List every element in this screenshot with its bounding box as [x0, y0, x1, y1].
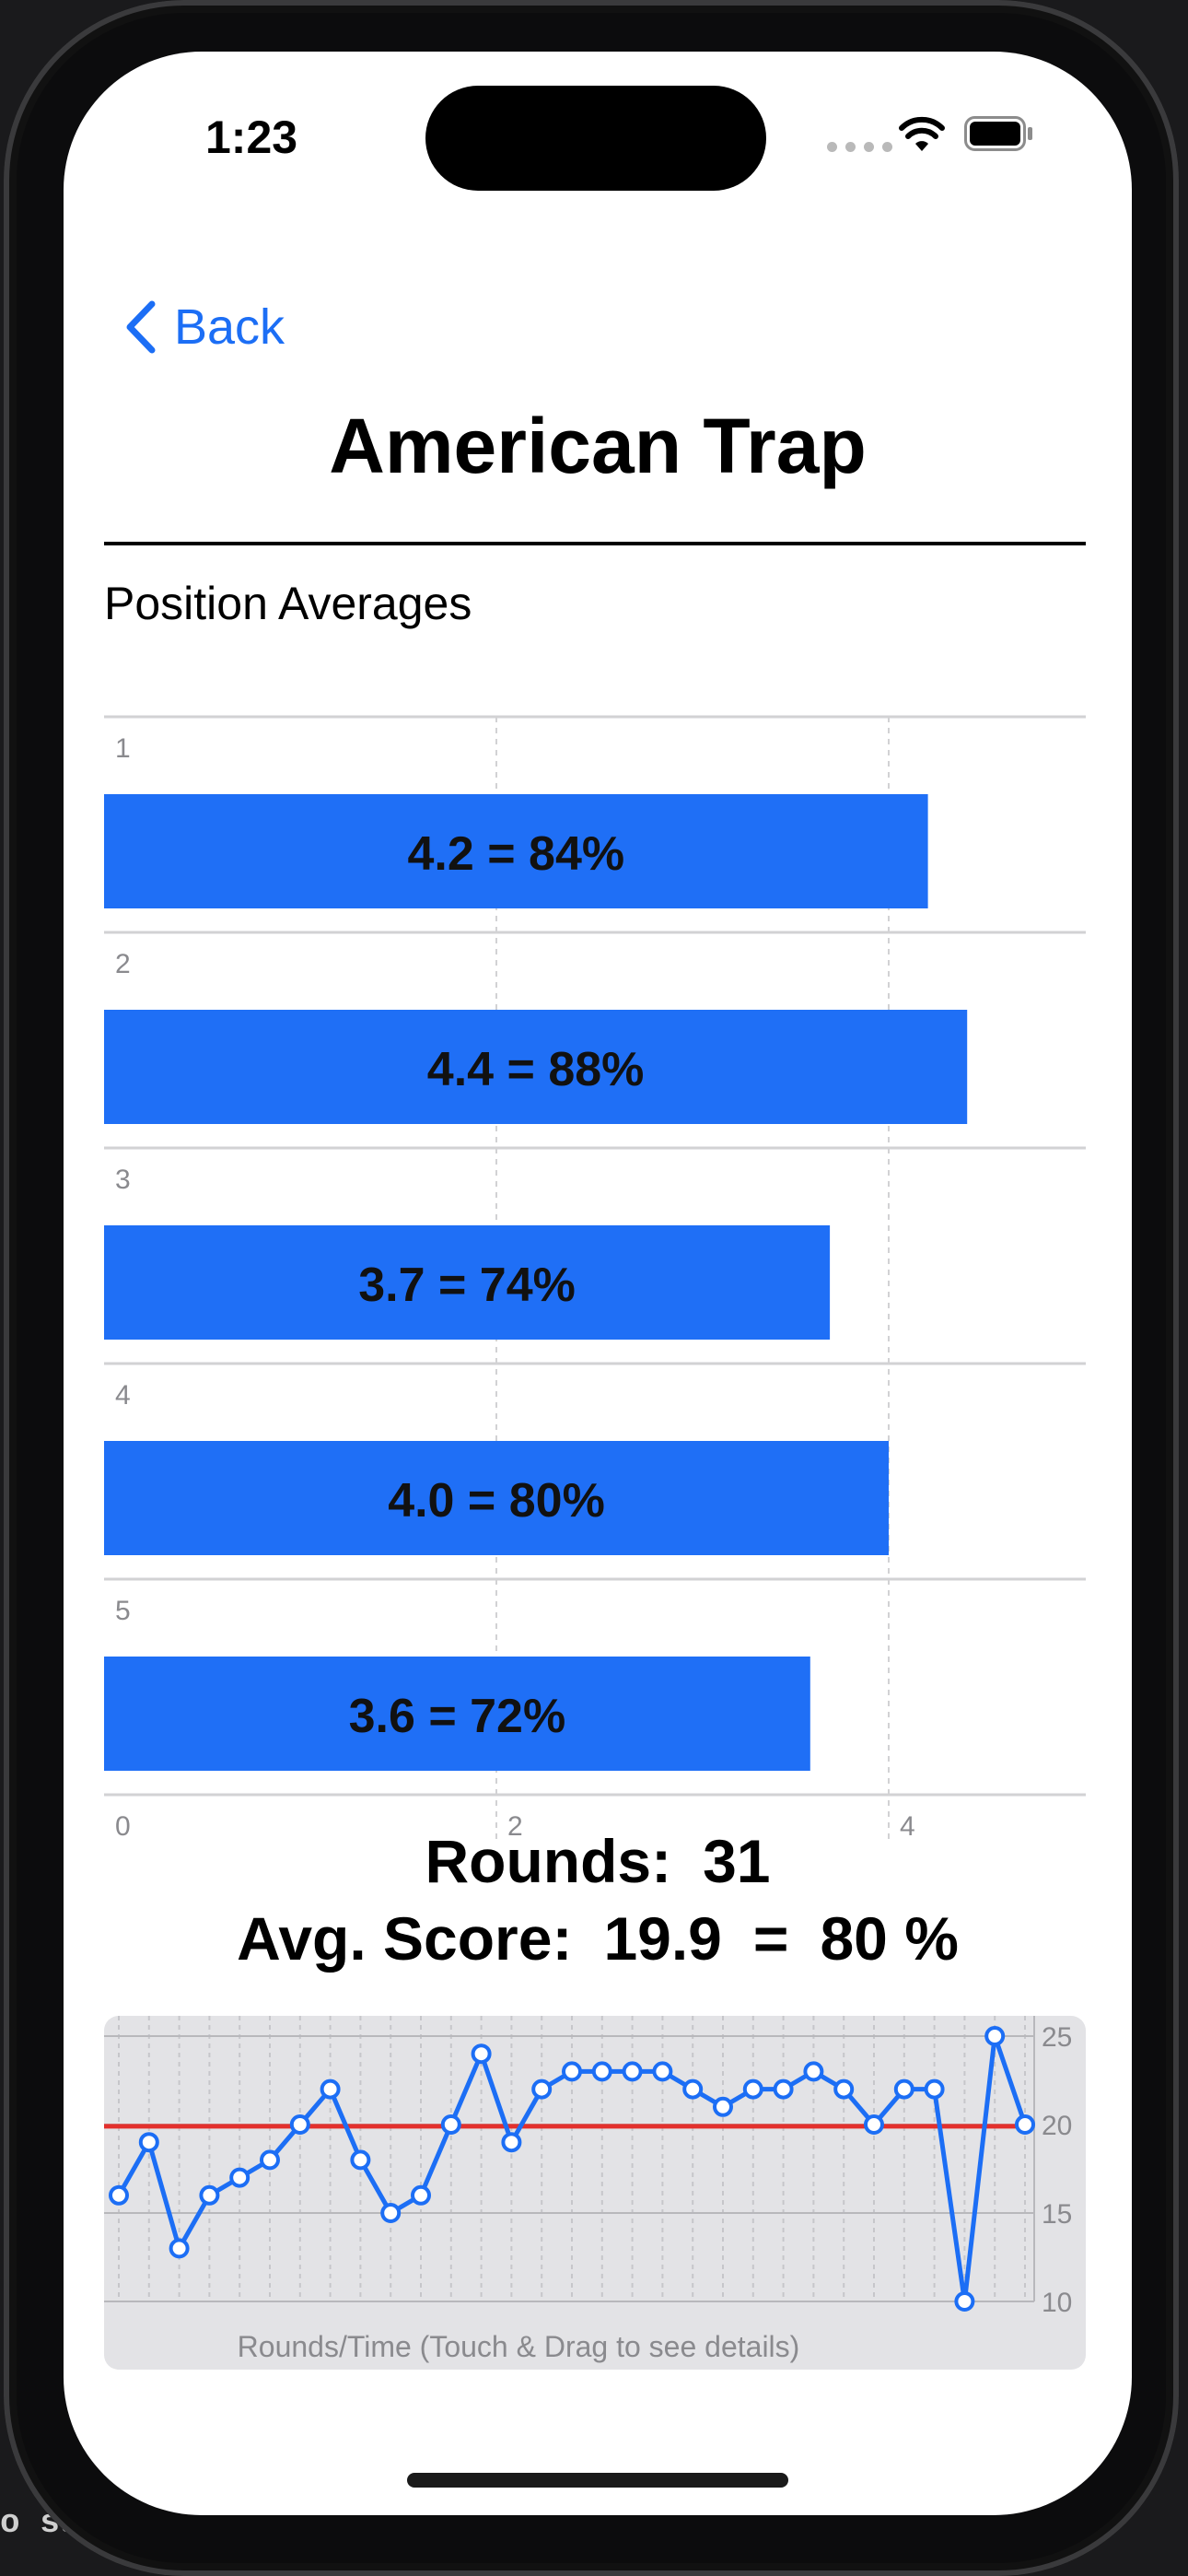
trend-point [229, 2167, 250, 2188]
trend-point [652, 2061, 673, 2082]
trend-point [260, 2149, 280, 2171]
bar-chart-svg: 1 4.2 = 84% 2 4.4 = 88% 3 3.7 = 74% 4 4.0 = 80%… [104, 715, 1086, 1842]
bar-value-label: 3.6 = 72% [349, 1690, 566, 1743]
trend-point [954, 2291, 975, 2312]
trend-point [380, 2203, 402, 2223]
score-trend-chart[interactable]: 25 20 15 10 Rounds/Time (Touch & Drag to se… [104, 2016, 1086, 2370]
trend-point [803, 2061, 824, 2082]
bar [104, 1441, 889, 1555]
back-button[interactable]: Back [122, 299, 285, 356]
rounds-value: 31 [703, 1827, 771, 1895]
bar-category-label: 3 [115, 1165, 131, 1195]
page-title: American Trap [329, 403, 867, 489]
rounds-label: Rounds: [425, 1827, 672, 1895]
x-tick-label: 4 [900, 1811, 915, 1842]
bar-value-label: 4.4 = 88% [427, 1043, 645, 1096]
y-tick-label: 15 [1042, 2199, 1072, 2230]
avg-score-percent: 80 % [820, 1904, 959, 1973]
trend-point [411, 2184, 431, 2206]
trend-point [562, 2061, 582, 2082]
trend-point [893, 2078, 914, 2100]
y-tick-label: 10 [1042, 2288, 1072, 2318]
trend-point [773, 2078, 794, 2100]
position-averages-chart: 1 4.2 = 84% 2 4.4 = 88% 3 3.7 = 74% 4 4.0 = 80%… [104, 662, 1086, 1850]
bar [104, 1657, 810, 1771]
home-indicator [407, 2473, 788, 2488]
bar [104, 1010, 968, 1124]
dynamic-island [425, 86, 766, 191]
chevron-left-icon [126, 300, 156, 354]
trend-point [501, 2132, 522, 2153]
bar-value-label: 4.2 = 84% [407, 827, 624, 881]
trend-point [622, 2061, 643, 2082]
status-time: 1:23 [205, 111, 298, 163]
cellular-signal-icon [827, 142, 892, 152]
back-label: Back [174, 299, 285, 355]
trend-point [320, 2078, 341, 2100]
trend-point [713, 2096, 733, 2117]
trend-point [471, 2043, 492, 2065]
stats-summary: Rounds: 31 Avg. Score: 19.9 = 80 % [64, 1824, 1132, 1975]
bar-category-label: 1 [115, 733, 131, 764]
trend-caption: Rounds/Time (Touch & Drag to see details… [237, 2330, 800, 2363]
trend-point [833, 2078, 855, 2100]
trend-point [138, 2132, 159, 2153]
trend-point [531, 2078, 553, 2100]
line-chart-svg[interactable]: 25 20 15 10 [104, 2016, 1086, 2370]
bar-category-label: 4 [115, 1380, 131, 1411]
section-label: Position Averages [104, 578, 472, 629]
trend-point [864, 2114, 884, 2135]
title-divider [104, 542, 1086, 545]
x-tick-label: 0 [115, 1811, 131, 1842]
app-screen: 1:23 Back American Trap Position Average… [64, 52, 1132, 2515]
trend-point [591, 2061, 612, 2082]
bar-category-label: 2 [115, 949, 131, 979]
wifi-icon [899, 116, 945, 151]
trend-point [742, 2078, 763, 2100]
trend-point [109, 2184, 129, 2206]
trend-point [169, 2238, 190, 2259]
trend-point [924, 2078, 945, 2100]
battery-icon [964, 116, 1032, 151]
trend-point [1015, 2114, 1035, 2135]
x-tick-label: 2 [507, 1811, 523, 1842]
y-tick-label: 20 [1042, 2111, 1072, 2141]
trend-point [440, 2114, 461, 2135]
trend-point [199, 2184, 220, 2206]
bar-value-label: 3.7 = 74% [358, 1259, 576, 1312]
equals-sign: = [752, 1904, 789, 1973]
bar [104, 794, 928, 908]
avg-score-label: Avg. Score: [237, 1904, 573, 1973]
bar-category-label: 5 [115, 1596, 131, 1626]
trend-point [350, 2149, 371, 2171]
bar-value-label: 4.0 = 80% [388, 1474, 605, 1528]
y-tick-label: 25 [1042, 2022, 1072, 2053]
bar [104, 1225, 831, 1340]
trend-point [984, 2026, 1006, 2046]
trend-point [289, 2114, 310, 2135]
phone-frame: 1:23 Back American Trap Position Average… [4, 0, 1179, 2576]
avg-score-value: 19.9 [603, 1904, 722, 1973]
trend-point [682, 2078, 704, 2100]
